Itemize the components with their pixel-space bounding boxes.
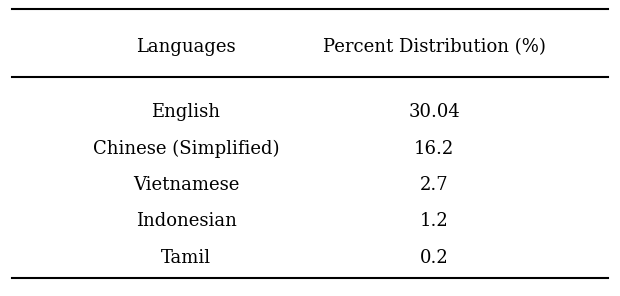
Text: Indonesian: Indonesian: [136, 212, 236, 230]
Text: 0.2: 0.2: [420, 249, 448, 266]
Text: 1.2: 1.2: [420, 212, 448, 230]
Text: Tamil: Tamil: [161, 249, 211, 266]
Text: 16.2: 16.2: [414, 140, 454, 158]
Text: 2.7: 2.7: [420, 176, 448, 194]
Text: 30.04: 30.04: [408, 104, 460, 121]
Text: English: English: [151, 104, 221, 121]
Text: Percent Distribution (%): Percent Distribution (%): [322, 38, 546, 56]
Text: Chinese (Simplified): Chinese (Simplified): [93, 140, 279, 158]
Text: Vietnamese: Vietnamese: [133, 176, 239, 194]
Text: Languages: Languages: [136, 38, 236, 56]
